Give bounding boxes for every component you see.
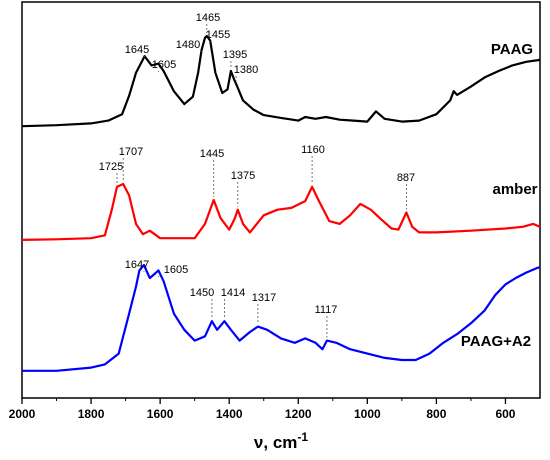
x-tick-label: 1400 — [216, 407, 243, 421]
x-tick-label: 1000 — [354, 407, 381, 421]
series-layer — [21, 34, 541, 372]
series-line-amber — [21, 182, 541, 241]
series-label: PAAG — [491, 41, 533, 58]
plot-frame — [21, 1, 541, 399]
peak-label: 1375 — [231, 170, 255, 182]
peak-label: 1647 — [125, 259, 149, 271]
peak-label: 1725 — [99, 161, 123, 173]
peak-label: 1455 — [206, 29, 230, 41]
x-tick-label: 1600 — [147, 407, 174, 421]
peak-label: 1160 — [301, 144, 325, 156]
x-tick-label: 800 — [426, 407, 446, 421]
series-line-paag-a2 — [22, 263, 541, 372]
peak-label: 1414 — [221, 287, 245, 299]
peak-label: 1605 — [152, 59, 176, 71]
series-line-paag — [21, 34, 541, 128]
series-label: PAAG+A2 — [461, 333, 531, 350]
peak-label: 1645 — [125, 44, 149, 56]
x-tick-label: 600 — [495, 407, 515, 421]
series-labels: PAAG amber PAAG+A2 — [461, 41, 538, 350]
x-axis-title: ν, cm-1 — [254, 430, 308, 452]
peak-label: 887 — [397, 172, 415, 184]
peak-label: 1117 — [315, 304, 338, 316]
peak-label: 1450 — [190, 287, 214, 299]
peak-label: 1380 — [234, 64, 258, 76]
peak-label: 1480 — [176, 39, 200, 51]
peak-label: 1395 — [223, 49, 247, 61]
peak-label: 1605 — [164, 264, 188, 276]
x-axis-ticks: 2000 1800 1600 1400 1200 1000 800 600 — [9, 398, 516, 421]
x-tick-label: 1200 — [285, 407, 312, 421]
x-tick-label: 2000 — [9, 407, 36, 421]
peak-label: 1445 — [200, 148, 224, 160]
x-tick-label: 1800 — [78, 407, 105, 421]
peak-label: 1317 — [252, 292, 276, 304]
series-label: amber — [492, 181, 537, 198]
peak-label: 1465 — [196, 12, 220, 24]
peak-label: 1707 — [119, 146, 143, 158]
